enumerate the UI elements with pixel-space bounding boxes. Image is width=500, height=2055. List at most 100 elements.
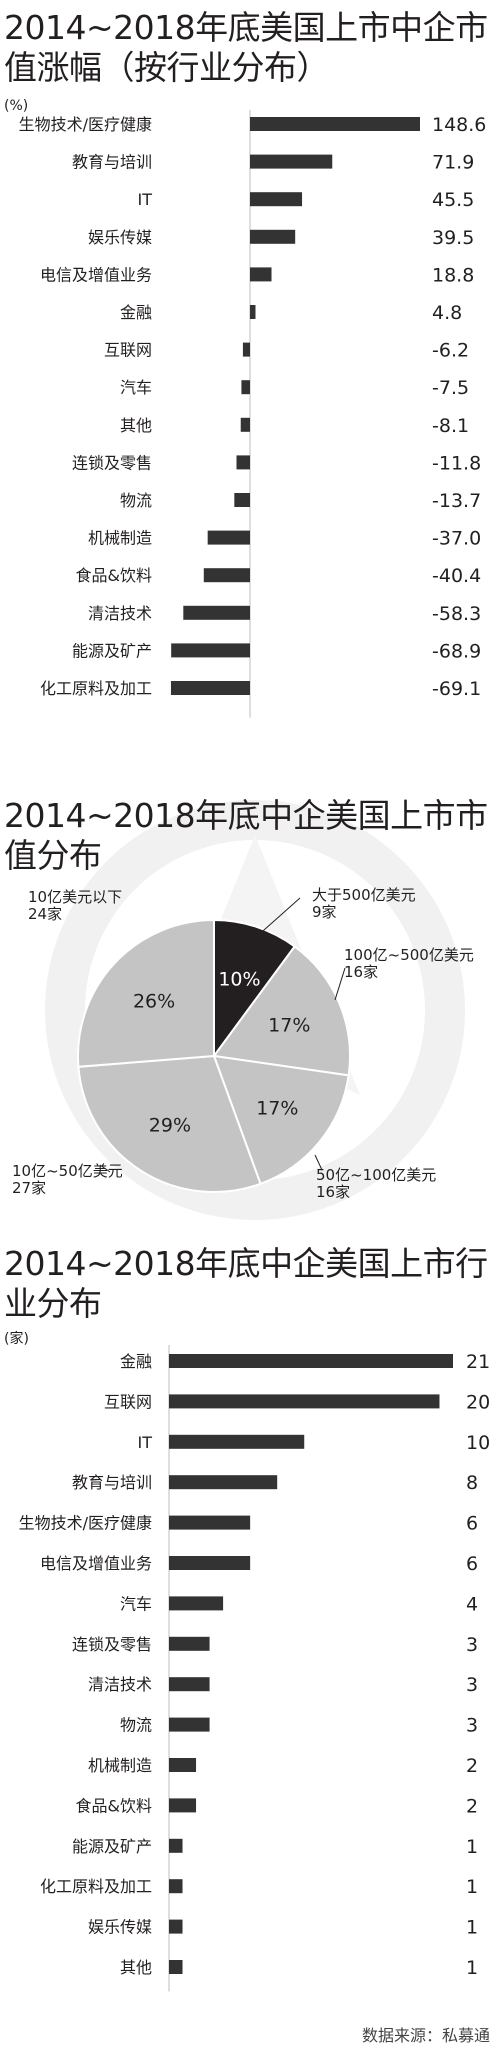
value-label: -68.9 xyxy=(432,640,481,662)
category-label: 物流 xyxy=(120,1716,152,1735)
category-label: 食品&饮料 xyxy=(76,566,152,585)
value-label: 6 xyxy=(466,1513,478,1535)
value-label: -6.2 xyxy=(432,340,469,362)
slice-count-label: 16家 xyxy=(316,1183,350,1201)
category-label: IT xyxy=(138,190,153,209)
category-label: 清洁技术 xyxy=(88,1675,152,1694)
category-label: 电信及增值业务 xyxy=(40,1554,152,1573)
category-label: 娱乐传媒 xyxy=(88,1918,152,1937)
category-label: 食品&饮料 xyxy=(76,1796,152,1815)
value-label: 2 xyxy=(466,1795,478,1817)
pie-percent-label: 17% xyxy=(268,1014,310,1036)
bar xyxy=(169,1879,183,1894)
category-label: 能源及矿产 xyxy=(72,641,152,660)
bar xyxy=(241,380,250,395)
pie-slice xyxy=(212,945,351,1077)
category-label: 汽车 xyxy=(120,1594,152,1613)
chart3-title-text: 2014~2018年底中企美国上市行业分布 xyxy=(4,1244,488,1323)
category-label: IT xyxy=(138,1433,153,1452)
value-label: 71.9 xyxy=(432,152,474,174)
category-label: 物流 xyxy=(120,491,152,510)
bar xyxy=(234,493,250,507)
slice-name-label: 10亿美元以下 xyxy=(28,888,122,906)
value-label: 2 xyxy=(466,1755,478,1777)
value-label: 18.8 xyxy=(432,264,474,286)
value-label: 148.6 xyxy=(432,114,486,136)
category-label: 清洁技术 xyxy=(88,604,152,623)
bar xyxy=(169,1677,210,1692)
value-label: 3 xyxy=(466,1715,478,1737)
value-label: 6 xyxy=(466,1553,478,1575)
bar xyxy=(250,229,296,244)
category-label: 机械制造 xyxy=(88,1756,152,1775)
value-label: 21 xyxy=(466,1351,490,1373)
bar xyxy=(250,267,272,282)
category-label: 娱乐传媒 xyxy=(88,228,152,247)
bar xyxy=(169,1838,183,1853)
value-label: -69.1 xyxy=(432,678,481,700)
market-cap-pie-chart: 10%17%17%29%26%大于500亿美元9家100亿~500亿美元16家5… xyxy=(12,886,474,1201)
category-label: 教育与培训 xyxy=(72,153,152,172)
chart1-title: 2014~2018年底美国上市中企市值涨幅（按行业分布） xyxy=(4,8,496,88)
chart1-title-text: 2014~2018年底美国上市中企市值涨幅（按行业分布） xyxy=(4,8,488,87)
category-label: 金融 xyxy=(120,303,152,322)
bar xyxy=(169,1798,197,1813)
bar xyxy=(169,1596,224,1611)
leader-line xyxy=(99,1164,111,1173)
bar xyxy=(169,1434,305,1449)
bar xyxy=(250,117,420,131)
value-label: 10 xyxy=(466,1432,490,1454)
value-label: -7.5 xyxy=(432,377,469,399)
leader-line xyxy=(334,967,346,1001)
pie-percent-label: 17% xyxy=(256,1097,298,1119)
category-label: 生物技术/医疗健康 xyxy=(19,1514,152,1533)
category-label: 教育与培训 xyxy=(72,1473,152,1492)
bar xyxy=(169,1717,210,1732)
category-label: 化工原料及加工 xyxy=(40,1877,152,1896)
bar xyxy=(236,455,250,470)
value-label: 39.5 xyxy=(432,227,474,249)
value-label: 8 xyxy=(466,1472,478,1494)
value-label: 20 xyxy=(466,1391,490,1413)
category-label: 互联网 xyxy=(104,1392,152,1411)
value-label: 3 xyxy=(466,1674,478,1696)
value-label: 3 xyxy=(466,1634,478,1656)
value-label: 45.5 xyxy=(432,189,474,211)
value-label: 1 xyxy=(466,1917,478,1939)
value-label: -40.4 xyxy=(432,565,481,587)
pie-slice xyxy=(77,918,215,1068)
category-label: 电信及增值业务 xyxy=(40,265,152,284)
value-label: -11.8 xyxy=(432,452,481,474)
leader-line xyxy=(314,1154,323,1171)
slice-name-label: 大于500亿美元 xyxy=(312,886,416,904)
bar xyxy=(169,1394,440,1409)
bar xyxy=(169,1556,251,1570)
bar xyxy=(250,192,303,207)
chart3-title: 2014~2018年底中企美国上市行业分布 xyxy=(4,1244,496,1324)
category-label: 连锁及零售 xyxy=(72,453,152,472)
pie-percent-label: 26% xyxy=(133,991,175,1013)
pie-percent-label: 10% xyxy=(218,968,260,990)
category-label: 金融 xyxy=(120,1352,152,1371)
bar xyxy=(183,605,250,620)
pie-labels: 10% 17% 17% 29% 26% xyxy=(133,968,310,1136)
value-label: -58.3 xyxy=(432,603,481,625)
bar xyxy=(169,1636,210,1651)
data-source: 数据来源：私募通 xyxy=(361,2026,490,2045)
bar xyxy=(242,342,250,357)
bar xyxy=(250,154,333,169)
value-label: -8.1 xyxy=(432,415,469,437)
category-label: 机械制造 xyxy=(88,529,152,548)
category-label: 互联网 xyxy=(104,341,152,360)
value-label: 1 xyxy=(466,1876,478,1898)
value-label: 1 xyxy=(466,1957,478,1979)
category-label: 化工原料及加工 xyxy=(40,679,152,698)
chart2-title: 2014~2018年底中企美国上市市值分布 xyxy=(4,796,496,876)
slice-count-label: 27家 xyxy=(12,1179,46,1197)
category-label: 其他 xyxy=(120,416,152,435)
pie-slice xyxy=(213,918,297,1060)
pie-percent-label: 29% xyxy=(149,1115,191,1137)
bar xyxy=(240,417,250,432)
value-label: -13.7 xyxy=(432,490,481,512)
category-label: 生物技术/医疗健康 xyxy=(19,115,152,134)
